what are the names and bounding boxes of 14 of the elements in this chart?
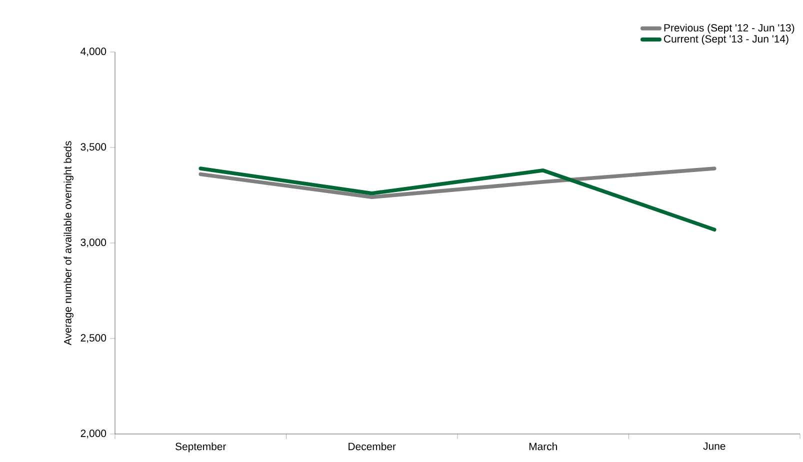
x-tick-label: December — [348, 442, 396, 450]
y-tick-label: 2,500 — [80, 334, 106, 343]
line-series — [198, 166, 716, 200]
y-tick-label: 2,000 — [80, 430, 106, 438]
legend-label: Previous (Sept '12 - Jun '13) — [664, 24, 794, 34]
y-tick-label: 3,500 — [80, 143, 106, 152]
x-tick-label: March — [529, 442, 557, 450]
legend-label: Current (Sept '13 - Jun '14) — [664, 34, 788, 45]
line-series — [198, 166, 716, 232]
x-tick-label: September — [176, 442, 226, 452]
y-axis-title: Average number of available overnight beds — [64, 141, 74, 346]
x-tick-label: June — [703, 442, 726, 450]
y-tick-label: 3,000 — [80, 238, 106, 248]
y-tick-label: 4,000 — [80, 48, 106, 56]
